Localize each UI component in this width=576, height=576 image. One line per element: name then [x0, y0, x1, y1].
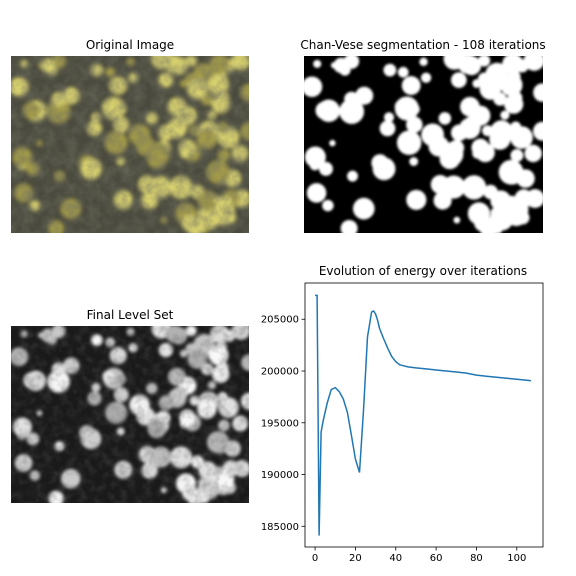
segment-blob — [406, 116, 423, 133]
segment-blob — [401, 76, 421, 95]
segment-blob — [315, 101, 334, 120]
segment-blob — [419, 57, 428, 67]
segment-blob — [498, 159, 524, 185]
segmentation-image — [304, 56, 543, 233]
segment-blob — [383, 63, 397, 77]
y-tick-label: 205000 — [261, 315, 299, 326]
level-set-image — [11, 326, 249, 503]
segment-blob — [421, 123, 445, 147]
segment-blob — [524, 144, 542, 163]
segmentation-canvas — [304, 56, 543, 233]
segment-blob — [347, 170, 358, 182]
x-tick-label: 0 — [312, 553, 318, 564]
original-image-canvas — [11, 56, 249, 233]
segment-blob — [523, 56, 543, 71]
segment-blob — [352, 197, 375, 220]
segment-blob — [383, 112, 395, 123]
segment-blob — [510, 148, 524, 162]
y-tick-label: 200000 — [261, 367, 299, 378]
segment-blob — [329, 139, 336, 147]
segment-blob — [510, 121, 522, 133]
segment-blob — [453, 216, 461, 224]
segment-blob — [304, 76, 323, 98]
segment-blob — [322, 199, 334, 212]
segment-blob — [306, 183, 327, 203]
segment-blob — [504, 94, 524, 114]
segment-blob — [379, 120, 396, 137]
segment-blob — [472, 79, 482, 88]
segment-blob — [471, 138, 490, 157]
segment-blob — [372, 157, 396, 181]
segment-blob — [450, 124, 468, 142]
segment-blob — [333, 57, 349, 74]
segment-blob — [479, 78, 502, 100]
segment-blob — [478, 56, 491, 67]
segment-blob — [396, 130, 422, 155]
segment-blob — [438, 112, 452, 125]
chart-title: Evolution of energy over iterations — [319, 264, 527, 278]
original-image — [11, 56, 249, 233]
energy-series-line — [315, 294, 531, 536]
segment-blob — [313, 59, 322, 68]
segment-blob — [461, 175, 487, 200]
segment-blob — [394, 99, 408, 114]
x-tick-label: 100 — [507, 553, 526, 564]
level-set-canvas — [11, 326, 249, 503]
y-tick-label: 195000 — [261, 418, 299, 429]
x-tick-label: 80 — [470, 553, 483, 564]
segment-blob — [340, 219, 358, 233]
segment-blob — [533, 121, 543, 141]
x-tick-label: 20 — [349, 553, 362, 564]
segment-blob — [500, 73, 523, 97]
y-tick-label: 190000 — [261, 470, 299, 481]
segment-blob — [489, 128, 511, 150]
segment-blob — [344, 91, 359, 107]
segment-blob — [304, 146, 326, 168]
segment-blob — [318, 161, 333, 176]
x-tick-label: 40 — [389, 553, 402, 564]
segment-blob — [533, 83, 543, 102]
chart-plot-area — [304, 282, 544, 548]
segment-blob — [460, 96, 480, 117]
segment-blob — [408, 103, 420, 115]
segment-blob — [500, 110, 510, 120]
segment-blob — [442, 175, 466, 199]
segment-blob — [397, 66, 409, 78]
segment-blob — [451, 72, 467, 88]
segment-blob — [420, 72, 432, 83]
level-set-title: Final Level Set — [86, 308, 174, 322]
original-image-title: Original Image — [85, 38, 175, 52]
segment-blob — [502, 56, 524, 75]
x-tick-label: 60 — [430, 553, 443, 564]
segment-blob — [506, 195, 517, 206]
segment-blob — [355, 86, 374, 105]
segment-blob — [409, 157, 419, 166]
y-tick-label: 185000 — [261, 522, 299, 533]
segmentation-title: Chan-Vese segmentation - 108 iterations — [300, 38, 546, 52]
segment-blob — [490, 190, 512, 212]
segment-blob — [339, 99, 365, 124]
segment-blob — [463, 116, 482, 135]
segment-blob — [406, 189, 427, 210]
segment-blob — [474, 214, 492, 232]
segment-blob — [439, 148, 461, 170]
segment-blob — [457, 56, 478, 74]
